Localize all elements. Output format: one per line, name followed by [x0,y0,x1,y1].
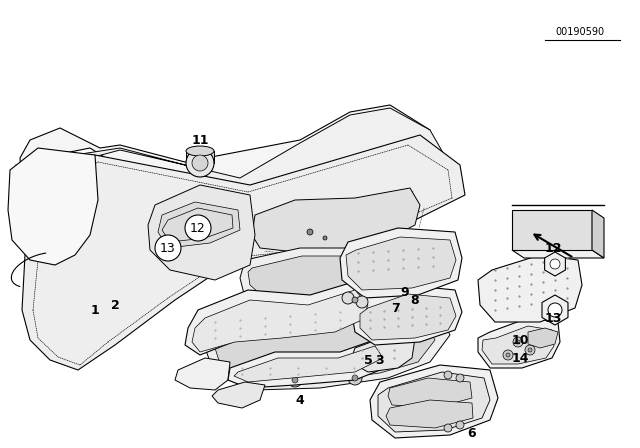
Polygon shape [346,237,456,290]
Polygon shape [22,108,450,248]
Polygon shape [512,250,604,258]
Polygon shape [592,210,604,258]
Polygon shape [378,372,490,432]
Text: 11: 11 [191,134,209,146]
Polygon shape [185,280,375,355]
Text: 4: 4 [296,393,305,406]
Circle shape [444,424,452,432]
Polygon shape [212,382,265,408]
Polygon shape [158,202,240,248]
Polygon shape [370,365,498,438]
Polygon shape [386,400,473,428]
Text: 6: 6 [468,426,476,439]
Circle shape [503,350,513,360]
Circle shape [186,149,214,177]
Polygon shape [228,338,390,388]
Circle shape [528,348,532,352]
Circle shape [348,371,362,385]
Text: 14: 14 [511,352,529,365]
Polygon shape [215,298,435,382]
Text: 9: 9 [401,285,410,298]
Circle shape [185,215,211,241]
Text: 10: 10 [511,333,529,346]
Text: 12: 12 [544,241,562,254]
Polygon shape [20,105,430,248]
Polygon shape [8,148,98,265]
Polygon shape [350,335,415,372]
Text: 5: 5 [364,353,372,366]
Polygon shape [388,378,472,408]
Polygon shape [478,318,560,368]
Circle shape [516,340,520,344]
Polygon shape [234,346,383,382]
Text: 12: 12 [190,221,206,234]
Circle shape [323,236,327,240]
Polygon shape [340,228,462,298]
Polygon shape [482,326,554,364]
Circle shape [307,229,313,235]
Polygon shape [360,294,456,340]
Text: 13: 13 [544,311,562,324]
Circle shape [155,235,181,261]
Polygon shape [478,255,582,322]
Text: 2: 2 [111,298,120,311]
Text: 00190590: 00190590 [556,27,605,37]
Text: 13: 13 [160,241,176,254]
Circle shape [352,375,358,381]
Polygon shape [248,240,418,298]
Circle shape [444,371,452,379]
Polygon shape [162,208,233,242]
Circle shape [506,353,510,357]
Circle shape [356,296,368,308]
Polygon shape [192,290,368,352]
Circle shape [352,297,358,303]
Polygon shape [528,328,558,348]
Ellipse shape [186,146,214,156]
Polygon shape [512,210,592,250]
Polygon shape [240,230,430,312]
Polygon shape [205,290,450,390]
Text: 8: 8 [411,293,419,306]
Circle shape [456,374,464,382]
Polygon shape [175,358,230,390]
Polygon shape [352,285,462,345]
Polygon shape [148,185,255,280]
Text: 7: 7 [390,302,399,314]
Circle shape [292,377,298,383]
Circle shape [548,303,562,317]
Polygon shape [252,188,420,252]
Circle shape [263,361,277,375]
Text: 1: 1 [91,303,99,316]
Text: 3: 3 [376,353,384,366]
Circle shape [267,365,273,371]
Circle shape [550,259,560,269]
Polygon shape [186,151,214,163]
Polygon shape [22,135,465,370]
Circle shape [513,337,523,347]
Circle shape [456,421,464,429]
Circle shape [192,155,208,171]
Circle shape [288,373,302,387]
Circle shape [342,292,354,304]
Circle shape [525,345,535,355]
